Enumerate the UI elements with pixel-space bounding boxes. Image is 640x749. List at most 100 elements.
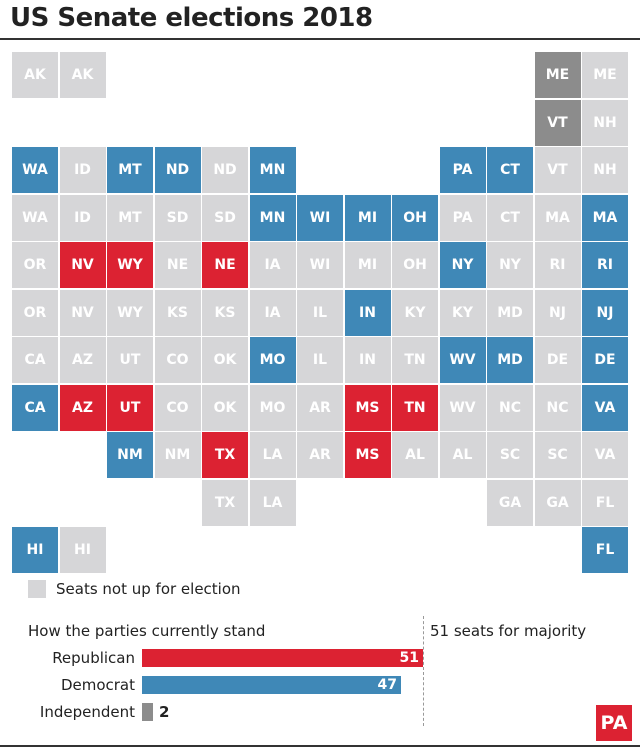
state-tile-co: CO	[154, 384, 201, 431]
state-tile-ga: GA	[487, 479, 533, 526]
state-tile-wa: WA	[12, 147, 58, 193]
seat-count-independent: 2	[159, 703, 170, 721]
state-tile-me: ME	[534, 52, 581, 98]
state-tile-ri: RI	[534, 242, 581, 288]
state-tile-mi: MI	[344, 194, 391, 241]
seat-count-republican: 51	[399, 650, 419, 666]
state-tile-ne: NE	[154, 242, 201, 288]
state-tile-ia: IA	[249, 242, 296, 288]
state-tile-la: LA	[249, 432, 296, 478]
state-tile-ny: NY	[439, 242, 486, 288]
state-tile-id: ID	[59, 194, 106, 241]
state-tile-il: IL	[297, 337, 343, 383]
state-tile-sc: SC	[487, 432, 533, 478]
state-tile-ak: AK	[12, 52, 58, 98]
footer-rule	[0, 745, 640, 747]
state-tile-co: CO	[154, 337, 201, 383]
state-tile-sd: SD	[154, 194, 201, 241]
party-label-independent: Independent	[39, 703, 135, 721]
state-tile-id: ID	[59, 147, 106, 193]
majority-line	[423, 616, 424, 726]
state-tile-tx: TX	[202, 479, 248, 526]
party-label-republican: Republican	[52, 649, 135, 667]
state-tile-oh: OH	[392, 194, 438, 241]
state-tile-tn: TN	[392, 384, 438, 431]
state-tile-hi: HI	[12, 527, 58, 573]
state-tile-mn: MN	[249, 194, 296, 241]
state-tile-ia: IA	[249, 289, 296, 336]
state-tile-ma: MA	[582, 194, 628, 241]
party-label-democrat: Democrat	[60, 676, 135, 694]
state-tile-md: MD	[487, 337, 533, 383]
state-tile-mi: MI	[344, 242, 391, 288]
state-tile-md: MD	[487, 289, 533, 336]
state-tile-ri: RI	[582, 242, 628, 288]
state-tile-ct: CT	[487, 147, 533, 193]
state-tile-wi: WI	[297, 242, 343, 288]
state-tile-fl: FL	[582, 479, 628, 526]
state-tile-fl: FL	[582, 527, 628, 573]
state-tile-wy: WY	[107, 289, 153, 336]
pa-logo: PA	[596, 705, 632, 741]
state-tile-il: IL	[297, 289, 343, 336]
state-tile-ak: AK	[59, 52, 106, 98]
state-tile-mo: MO	[249, 337, 296, 383]
state-tile-sc: SC	[534, 432, 581, 478]
state-tile-pa: PA	[439, 147, 486, 193]
state-tile-vt: VT	[534, 147, 581, 193]
state-tile-nc: NC	[534, 384, 581, 431]
state-tile-az: AZ	[59, 337, 106, 383]
state-tile-nh: NH	[582, 99, 628, 146]
standings-title: How the parties currently stand	[28, 622, 266, 640]
legend-swatch-not-up	[28, 580, 46, 598]
seat-count-democrat: 47	[377, 677, 397, 693]
state-tile-nv: NV	[59, 289, 106, 336]
state-tile-ar: AR	[297, 384, 343, 431]
standing-row-republican: Republican 51	[0, 648, 640, 668]
state-tile-in: IN	[344, 337, 391, 383]
state-tile-wv: WV	[439, 337, 486, 383]
state-tile-la: LA	[249, 479, 296, 526]
state-tile-nd: ND	[202, 147, 248, 193]
state-tile-tx: TX	[202, 432, 248, 478]
state-tile-wy: WY	[107, 242, 153, 288]
state-tile-ok: OK	[202, 384, 248, 431]
state-tile-nv: NV	[59, 242, 106, 288]
state-tile-mo: MO	[249, 384, 296, 431]
state-tile-nc: NC	[487, 384, 533, 431]
state-tile-tn: TN	[392, 337, 438, 383]
state-tile-ky: KY	[392, 289, 438, 336]
state-tile-ga: GA	[534, 479, 581, 526]
state-tile-de: DE	[534, 337, 581, 383]
standing-row-independent: Independent 2	[0, 702, 640, 722]
state-tile-wv: WV	[439, 384, 486, 431]
state-tile-ma: MA	[534, 194, 581, 241]
state-tile-ut: UT	[107, 337, 153, 383]
state-tile-in: IN	[344, 289, 391, 336]
seat-bar-republican	[142, 649, 423, 667]
senate-tile-map: AK AK ME ME VT NH WA ID MT ND ND MN PA CT VT NH WA ID MT SD…	[12, 52, 628, 573]
state-tile-pa: PA	[439, 194, 486, 241]
title-rule	[0, 38, 640, 40]
state-tile-nj: NJ	[534, 289, 581, 336]
legend: Seats not up for election	[28, 580, 241, 598]
state-tile-ok: OK	[202, 337, 248, 383]
state-tile-wa: WA	[12, 194, 58, 241]
state-tile-mn: MN	[249, 147, 296, 193]
state-tile-va: VA	[582, 432, 628, 478]
state-tile-nj: NJ	[582, 289, 628, 336]
state-tile-ut: UT	[107, 384, 153, 431]
seat-bar-independent	[142, 703, 154, 721]
state-tile-vt: VT	[534, 99, 581, 146]
state-tile-ar: AR	[297, 432, 343, 478]
state-tile-va: VA	[582, 384, 628, 431]
state-tile-wi: WI	[297, 194, 343, 241]
state-tile-or: OR	[12, 242, 58, 288]
state-tile-nd: ND	[154, 147, 201, 193]
state-tile-al: AL	[392, 432, 438, 478]
state-tile-sd: SD	[202, 194, 248, 241]
state-tile-ms: MS	[344, 384, 391, 431]
state-tile-nh: NH	[582, 147, 628, 193]
state-tile-ms: MS	[344, 432, 391, 478]
state-tile-ne: NE	[202, 242, 248, 288]
